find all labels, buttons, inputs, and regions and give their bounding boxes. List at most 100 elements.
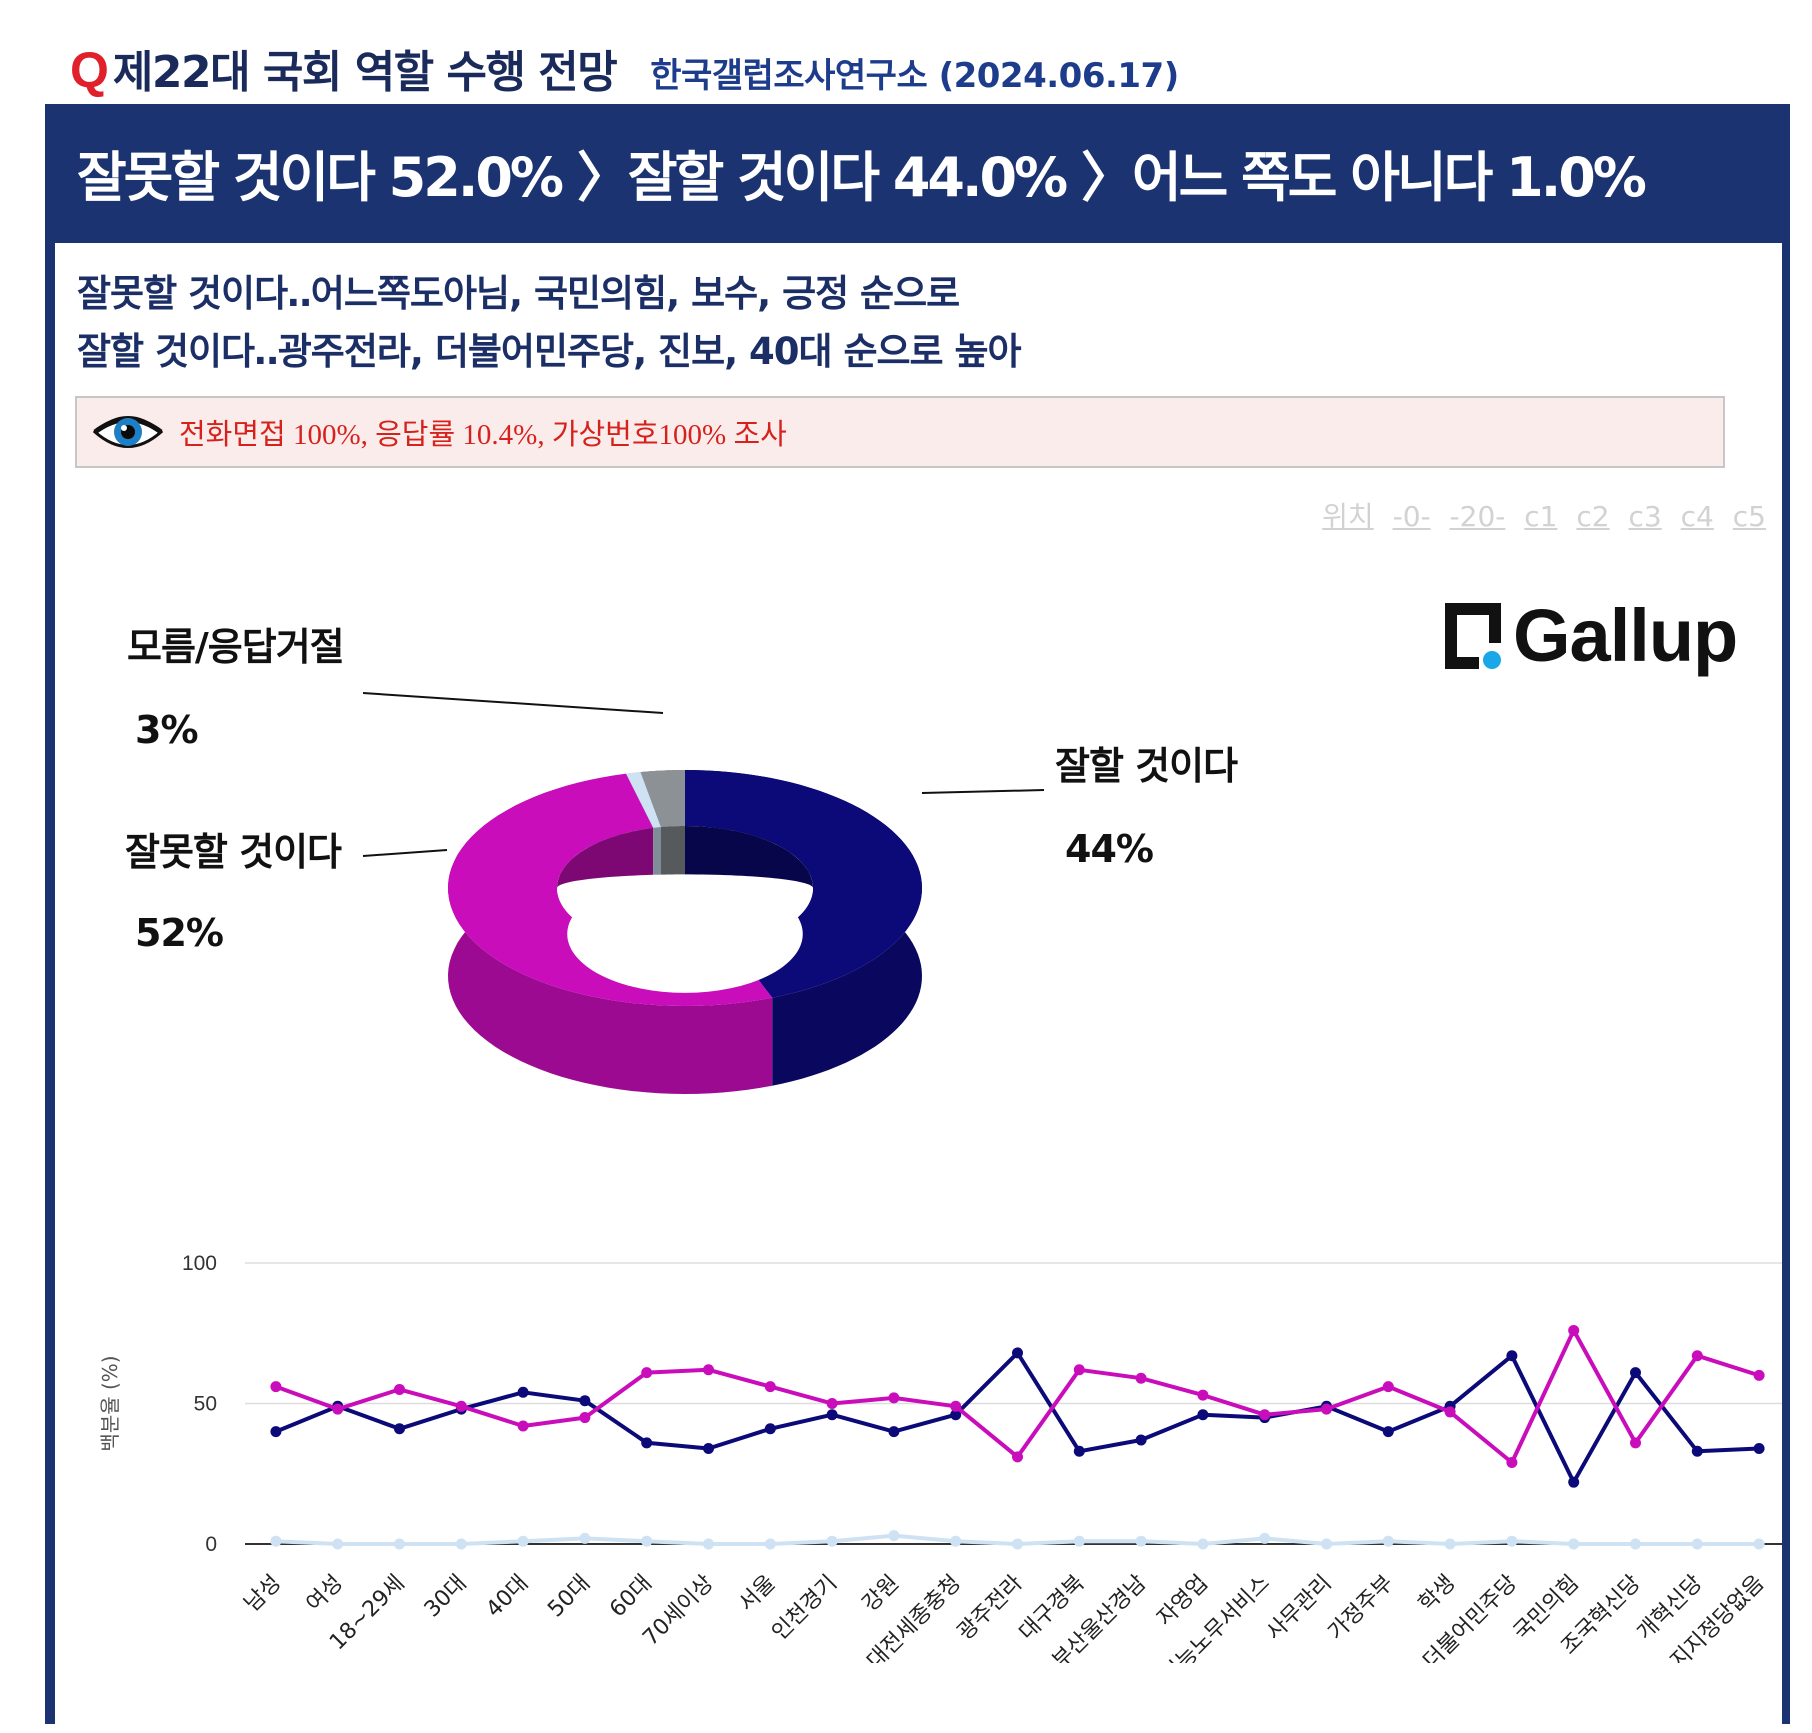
data-point-1-16 bbox=[1259, 1409, 1271, 1421]
subheadline: 잘못할 것이다‥어느쪽도아님, 국민의힘, 보수, 긍정 순으로 잘할 것이다‥… bbox=[77, 265, 1022, 381]
data-point-0-24 bbox=[1753, 1442, 1765, 1454]
position-link-c4[interactable]: c4 bbox=[1680, 500, 1714, 533]
data-point-0-2 bbox=[394, 1423, 405, 1435]
data-point-2-3 bbox=[455, 1538, 467, 1550]
data-point-0-15 bbox=[1197, 1409, 1209, 1421]
position-link-0[interactable]: -0- bbox=[1392, 500, 1431, 533]
data-point-1-5 bbox=[579, 1412, 591, 1424]
eye-icon bbox=[93, 416, 163, 448]
data-point-1-18 bbox=[1382, 1381, 1394, 1393]
banner-text: 잘못할 것이다 52.0% 〉잘할 것이다 44.0% 〉어느 쪽도 아니다 1… bbox=[77, 146, 1647, 209]
data-point-1-11 bbox=[950, 1400, 962, 1412]
position-link-c1[interactable]: c1 bbox=[1524, 500, 1558, 533]
data-point-1-4 bbox=[517, 1420, 529, 1432]
donut-hole-floor bbox=[567, 875, 803, 993]
data-point-2-1 bbox=[332, 1538, 344, 1550]
data-point-0-18 bbox=[1382, 1426, 1394, 1438]
donut-inner-wall-1 bbox=[557, 827, 733, 950]
data-point-0-12 bbox=[1012, 1347, 1023, 1359]
data-point-2-15 bbox=[1197, 1538, 1209, 1550]
leader-line-unknown bbox=[362, 692, 664, 714]
x-tick-label-0: 남성 bbox=[240, 1571, 286, 1617]
subhead-line-2: 잘할 것이다‥광주전라, 더불어민주당, 진보, 40대 순으로 높아 bbox=[77, 330, 1022, 373]
data-point-1-7 bbox=[703, 1364, 714, 1376]
data-point-1-2 bbox=[394, 1383, 405, 1395]
x-tick-label-6: 60대 bbox=[605, 1571, 657, 1623]
position-link-c5[interactable]: c5 bbox=[1732, 500, 1766, 533]
data-point-1-17 bbox=[1321, 1403, 1332, 1415]
source-text: 한국갤럽조사연구소 (2024.06.17) bbox=[650, 56, 1179, 96]
position-link-label[interactable]: 위치 bbox=[1322, 500, 1374, 533]
data-point-1-1 bbox=[332, 1403, 344, 1415]
data-point-1-14 bbox=[1135, 1372, 1147, 1384]
data-point-1-3 bbox=[455, 1400, 467, 1412]
data-point-0-21 bbox=[1568, 1476, 1580, 1488]
data-point-2-10 bbox=[888, 1530, 900, 1542]
x-tick-label-9: 인천경기 bbox=[767, 1571, 842, 1646]
data-point-0-10 bbox=[888, 1426, 900, 1438]
donut-slice-2 bbox=[626, 772, 661, 828]
y-tick-label-0: 0 bbox=[205, 1533, 217, 1556]
leader-line-good bbox=[921, 789, 1045, 794]
data-point-1-20 bbox=[1506, 1457, 1518, 1469]
data-point-1-15 bbox=[1197, 1389, 1209, 1401]
data-point-0-6 bbox=[641, 1437, 653, 1449]
donut-inner-wall-3 bbox=[661, 826, 685, 875]
data-point-1-6 bbox=[641, 1367, 653, 1379]
methodology-notice: 전화면접 100%, 응답률 10.4%, 가상번호100% 조사 bbox=[75, 396, 1725, 468]
x-tick-label-4: 40대 bbox=[482, 1571, 534, 1623]
page-title: Q 제22대 국회 역할 수행 전망 한국갤럽조사연구소 (2024.06.17… bbox=[70, 36, 1179, 98]
data-point-2-12 bbox=[1012, 1538, 1023, 1550]
data-point-2-8 bbox=[764, 1538, 776, 1550]
data-point-0-22 bbox=[1630, 1367, 1641, 1379]
data-point-2-11 bbox=[950, 1535, 962, 1547]
x-tick-label-12: 광주전라 bbox=[953, 1571, 1028, 1646]
data-point-0-4 bbox=[517, 1386, 529, 1398]
data-point-1-12 bbox=[1012, 1451, 1023, 1463]
data-point-0-9 bbox=[826, 1409, 838, 1421]
donut-slice-0 bbox=[685, 770, 922, 998]
data-point-0-20 bbox=[1506, 1350, 1518, 1362]
q-mark: Q bbox=[70, 42, 109, 98]
donut-label-unknown: 모름/응답거절 bbox=[127, 625, 345, 669]
data-point-2-4 bbox=[517, 1535, 529, 1547]
data-point-1-10 bbox=[888, 1392, 900, 1404]
data-point-0-23 bbox=[1691, 1445, 1703, 1457]
data-point-2-14 bbox=[1135, 1535, 1147, 1547]
data-point-1-22 bbox=[1630, 1437, 1641, 1449]
data-point-2-23 bbox=[1691, 1538, 1703, 1550]
data-point-2-7 bbox=[703, 1538, 714, 1550]
data-point-1-0 bbox=[270, 1381, 282, 1393]
position-link-c3[interactable]: c3 bbox=[1628, 500, 1662, 533]
data-point-2-18 bbox=[1382, 1535, 1394, 1547]
data-point-2-19 bbox=[1444, 1538, 1456, 1550]
x-tick-label-15: 자영업 bbox=[1153, 1571, 1214, 1632]
data-point-2-24 bbox=[1753, 1538, 1765, 1550]
data-point-1-19 bbox=[1444, 1406, 1456, 1418]
data-point-0-11 bbox=[950, 1409, 962, 1421]
x-tick-label-18: 가정주부 bbox=[1324, 1571, 1399, 1646]
leader-line-bad bbox=[362, 849, 448, 857]
content-frame: 잘못할 것이다 52.0% 〉잘할 것이다 44.0% 〉어느 쪽도 아니다 1… bbox=[45, 104, 1790, 1733]
donut-slice-1 bbox=[448, 773, 773, 1006]
data-point-1-24 bbox=[1753, 1369, 1765, 1381]
notice-text: 전화면접 100%, 응답률 10.4%, 가상번호100% 조사 bbox=[179, 419, 787, 451]
data-point-2-9 bbox=[826, 1535, 838, 1547]
position-link-c2[interactable]: c2 bbox=[1576, 500, 1610, 533]
donut-label-good: 잘할 것이다 bbox=[1055, 744, 1238, 788]
data-point-1-21 bbox=[1568, 1324, 1580, 1336]
gallup-logo-mark bbox=[1445, 602, 1501, 669]
data-point-0-0 bbox=[270, 1426, 282, 1438]
title-text: 제22대 국회 역할 수행 전망 bbox=[112, 47, 618, 98]
data-point-0-7 bbox=[703, 1442, 714, 1454]
position-link-20[interactable]: -20- bbox=[1449, 500, 1506, 533]
data-point-0-5 bbox=[579, 1395, 591, 1407]
subhead-line-1: 잘못할 것이다‥어느쪽도아님, 국민의힘, 보수, 긍정 순으로 bbox=[77, 272, 960, 315]
gallup-logo: Gallup bbox=[1445, 593, 1738, 678]
content-panel: 잘못할 것이다‥어느쪽도아님, 국민의힘, 보수, 긍정 순으로 잘할 것이다‥… bbox=[55, 243, 1782, 1733]
x-tick-label-10: 강원 bbox=[858, 1571, 904, 1617]
donut-chart bbox=[362, 692, 1045, 1094]
result-banner: 잘못할 것이다 52.0% 〉잘할 것이다 44.0% 〉어느 쪽도 아니다 1… bbox=[45, 104, 1790, 241]
data-point-1-23 bbox=[1691, 1350, 1703, 1362]
